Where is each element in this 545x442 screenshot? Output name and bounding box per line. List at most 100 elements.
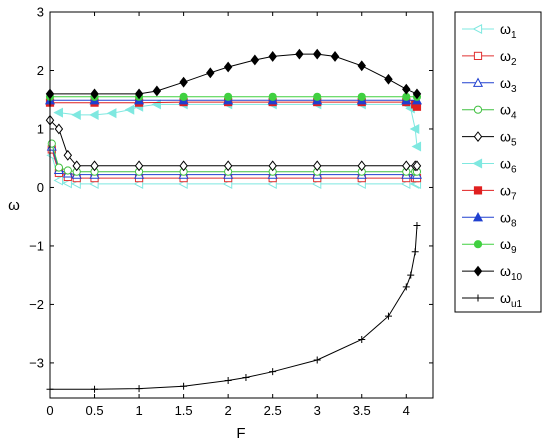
y-tick-label: −3 xyxy=(29,355,44,370)
series-4 xyxy=(47,139,422,176)
legend-label: ω10 xyxy=(500,263,522,283)
legend-marker xyxy=(472,77,484,87)
data-point xyxy=(313,92,322,101)
data-point xyxy=(268,51,277,62)
legend-label: ω3 xyxy=(500,75,517,95)
legend-label: ω7 xyxy=(500,182,517,202)
data-point xyxy=(90,160,99,172)
data-point xyxy=(53,175,64,186)
data-point xyxy=(412,88,422,100)
data-point xyxy=(313,356,321,364)
legend-marker xyxy=(472,23,483,35)
x-axis-title: F xyxy=(236,425,245,442)
series-9 xyxy=(45,92,422,101)
data-point xyxy=(384,73,393,85)
legend-marker xyxy=(473,105,483,114)
x-tick-label: 3 xyxy=(314,403,321,418)
data-point xyxy=(412,160,422,172)
legend-entry: ω10 xyxy=(462,263,522,283)
axis-layer: 0 0.5 1 1.5 2 2.5 3 3.5 4 3 2 1 0 −1 −2 −3 xyxy=(29,5,433,418)
legend-marker xyxy=(472,212,484,222)
legend-box xyxy=(454,11,542,313)
y-tick-label: −1 xyxy=(29,238,44,253)
data-point xyxy=(53,107,64,118)
data-point xyxy=(224,376,232,384)
legend-label: ω1 xyxy=(500,21,517,41)
legend-entry: ω1 xyxy=(462,21,517,41)
data-point xyxy=(409,123,420,134)
data-point xyxy=(269,368,277,376)
legend-entry: ωu1 xyxy=(462,290,522,310)
data-point xyxy=(250,54,260,66)
legend-label: ω8 xyxy=(500,209,517,229)
legend-entry: ω4 xyxy=(462,102,517,122)
series-11 xyxy=(46,221,421,393)
legend: ω1 ω2 ω3 ω4 ω5 ω6 ω7 ω8 ω9 ω10 ωu1 xyxy=(454,11,542,313)
data-point xyxy=(357,160,366,172)
legend-label: ω4 xyxy=(500,102,517,122)
data-point xyxy=(407,271,415,279)
legend-marker xyxy=(472,158,483,169)
legend-label: ω2 xyxy=(500,48,517,68)
data-point xyxy=(402,283,410,291)
data-point xyxy=(179,92,188,101)
legend-marker xyxy=(473,186,483,195)
data-point xyxy=(312,160,322,172)
data-point xyxy=(124,104,135,115)
legend-label: ω5 xyxy=(500,129,517,149)
legend-label: ω6 xyxy=(500,156,517,176)
data-point xyxy=(134,160,144,172)
data-point xyxy=(180,382,188,390)
x-tick-label: 2.5 xyxy=(264,403,282,418)
data-point xyxy=(54,163,64,172)
data-point xyxy=(413,221,421,229)
data-point xyxy=(358,336,366,344)
data-point xyxy=(134,88,144,100)
data-point xyxy=(223,61,233,73)
legend-marker xyxy=(473,51,483,60)
data-point xyxy=(411,141,422,152)
legend-marker xyxy=(473,131,483,143)
data-point xyxy=(179,160,188,172)
data-point xyxy=(179,76,188,88)
y-tick-label: −2 xyxy=(29,297,44,312)
legend-entry: ω2 xyxy=(462,48,517,68)
data-point xyxy=(89,109,99,120)
data-point xyxy=(224,92,233,101)
legend-entry: ω7 xyxy=(462,182,517,202)
data-point xyxy=(268,92,277,101)
legend-entry: ω3 xyxy=(462,75,517,95)
data-point xyxy=(268,160,277,172)
data-point xyxy=(63,149,73,161)
data-point xyxy=(402,83,411,95)
data-point xyxy=(357,92,366,101)
series-10 xyxy=(45,48,422,100)
x-tick-label: 4 xyxy=(403,403,410,418)
data-point xyxy=(312,48,322,60)
x-tick-label: 0 xyxy=(46,403,53,418)
legend-entry: ω6 xyxy=(462,156,517,176)
x-tick-label: 3.5 xyxy=(353,403,371,418)
data-point xyxy=(357,60,366,72)
data-point xyxy=(223,160,233,172)
legend-label: ω9 xyxy=(500,236,517,256)
plot-area xyxy=(50,12,433,398)
data-point xyxy=(152,85,162,97)
y-tick-label: 0 xyxy=(37,180,44,195)
data-point xyxy=(91,385,99,393)
y-tick-label: 3 xyxy=(37,5,44,20)
x-tick-label: 2 xyxy=(225,403,232,418)
data-point xyxy=(384,312,392,320)
y-tick-label: 2 xyxy=(37,63,44,78)
data-point xyxy=(135,385,143,393)
legend-marker xyxy=(473,240,483,249)
data-point xyxy=(411,248,419,256)
x-tick-label: 0.5 xyxy=(85,403,103,418)
legend-marker xyxy=(473,265,483,277)
data-point xyxy=(90,88,99,100)
legend-entry: ω9 xyxy=(462,236,517,256)
data-point xyxy=(295,48,304,60)
data-point xyxy=(71,109,81,120)
data-point xyxy=(330,51,340,62)
